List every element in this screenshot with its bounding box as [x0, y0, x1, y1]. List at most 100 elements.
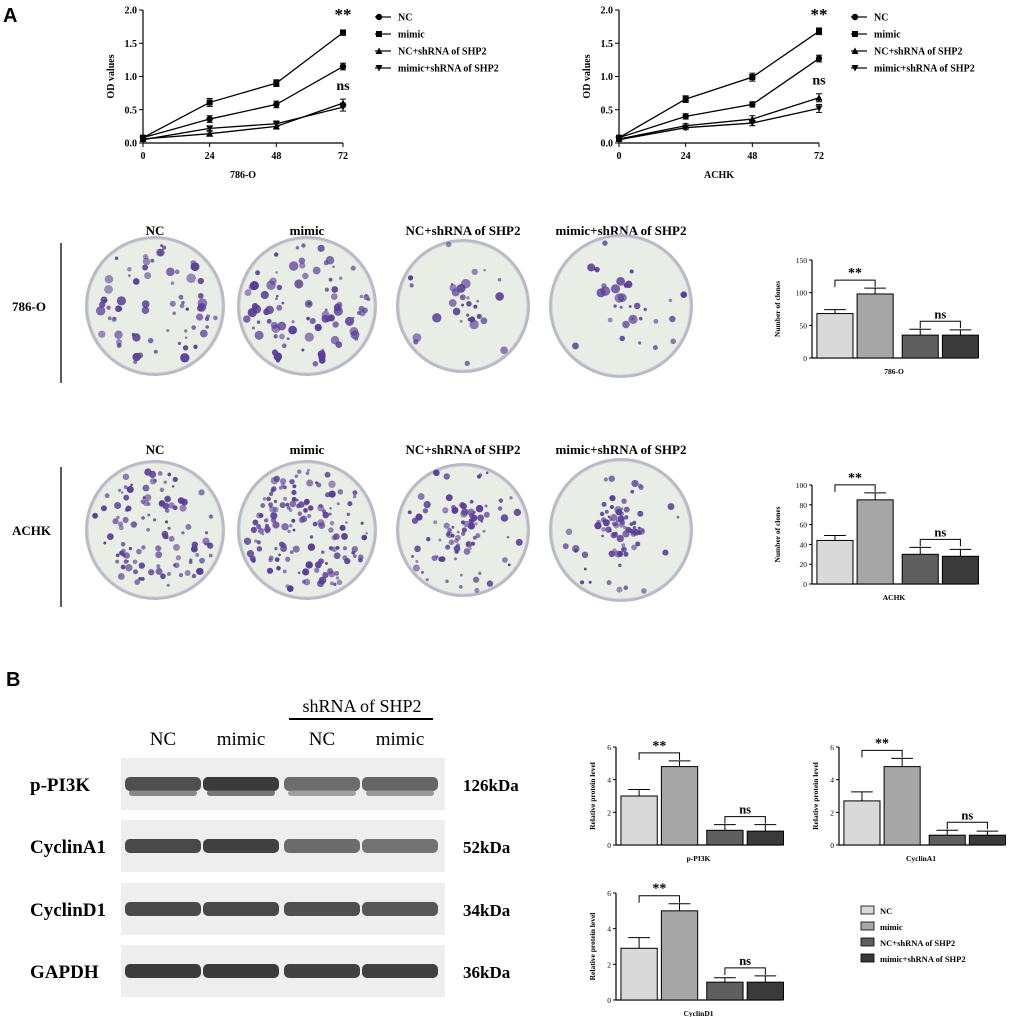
protein-band [125, 839, 201, 853]
colony-dot [141, 516, 145, 520]
y-tick-label: 2.0 [601, 6, 614, 17]
colony-dot [275, 294, 279, 298]
colony-dot [147, 337, 154, 344]
y-tick-label: 6 [830, 743, 834, 752]
legend-marker [376, 31, 382, 37]
colony-dot [163, 480, 167, 484]
colony-dot [618, 563, 622, 568]
colony-dot [179, 504, 187, 512]
colony-dot [623, 551, 629, 557]
colony-dot [197, 293, 204, 299]
colony-dot [616, 586, 623, 593]
colony-dot [141, 545, 146, 550]
colony-dot [352, 494, 357, 499]
line-chart-2: 0.0 0.5 1.0 1.5 2.0 0 24 48 72 ACHK OD values ** ns N… [582, 5, 975, 181]
data-point [340, 29, 346, 36]
colony-dot [588, 580, 592, 584]
colony-dot [321, 314, 330, 323]
bar [941, 334, 979, 359]
colony-dot [451, 525, 455, 529]
colony-dot [342, 546, 347, 551]
series-line [618, 97, 820, 140]
data-point [748, 120, 756, 127]
colony-dot [257, 527, 264, 534]
colony-dot [197, 277, 204, 285]
colony-dot [321, 550, 325, 554]
colony-dot [167, 526, 171, 530]
colony-dot [637, 530, 642, 535]
series-1 [615, 54, 823, 141]
legend-label: mimic [874, 30, 901, 41]
colony-dot [273, 352, 283, 361]
colony-dot [193, 344, 198, 349]
data-point [273, 101, 280, 108]
legend-marker [851, 47, 859, 54]
colony-group-label: NC [146, 442, 165, 457]
legend-marker [851, 13, 859, 21]
data-point [682, 124, 690, 132]
y-tick-label: 0.5 [125, 105, 138, 116]
colony-dot [448, 299, 457, 307]
colony-dot [328, 546, 334, 551]
bar [620, 947, 658, 1001]
series-2 [140, 29, 346, 141]
significance-bracket [919, 538, 961, 547]
colony-dot [461, 531, 466, 536]
colony-dot [448, 539, 455, 546]
colony-dot [172, 311, 176, 315]
bar [816, 539, 854, 585]
colony-dot [273, 252, 279, 257]
colony-dot [359, 310, 366, 317]
colony-dot [148, 569, 155, 576]
colony-dot [294, 474, 299, 478]
y-tick-label: 50 [800, 321, 808, 330]
colony-dot [301, 348, 305, 352]
colony-dot [617, 293, 627, 303]
colony-dot [445, 579, 449, 584]
protein-label: CyclinA1 [30, 837, 106, 858]
bar [901, 334, 939, 359]
colony-dot [461, 527, 467, 533]
colony-dot [134, 579, 141, 585]
colony-dot [128, 274, 131, 277]
colony-dot [500, 514, 509, 522]
colony-dot [152, 518, 157, 522]
colony-dot [111, 316, 117, 322]
colony-dot [190, 260, 197, 266]
colony-dot [615, 519, 620, 523]
colony-dot [633, 302, 641, 310]
colony-dot [415, 560, 419, 564]
colony-dot [263, 518, 268, 523]
colony-dot [466, 296, 470, 300]
colony-dot [251, 326, 255, 330]
colony-dot [213, 315, 218, 321]
culture-plate [549, 458, 693, 602]
colony-dot [467, 508, 475, 516]
colony-dot [601, 501, 607, 507]
colony-dot [122, 473, 130, 481]
colony-dot [345, 521, 348, 524]
legend-label: mimic+shRNA of SHP2 [874, 64, 975, 75]
colony-dot [199, 557, 205, 564]
colony-dot [117, 488, 122, 493]
colony-dot [461, 303, 465, 307]
colony-dot [305, 471, 310, 475]
colony-dot [169, 300, 176, 307]
colony-dot [304, 299, 313, 308]
colony-dot [632, 520, 637, 525]
colony-dot [130, 483, 133, 487]
colony-dot [328, 277, 333, 282]
colony-dot [120, 541, 126, 547]
colony-dot [352, 554, 357, 558]
colony-dot [309, 317, 316, 325]
colony-dot [486, 580, 494, 587]
colony-dot [339, 524, 346, 531]
colony-dot [261, 532, 265, 536]
colony-dot [275, 297, 278, 301]
colony-dot [425, 578, 429, 582]
bar [660, 910, 699, 1001]
colony-dot [280, 483, 285, 488]
colony-dot [653, 318, 659, 324]
colony-dot [608, 475, 615, 482]
colony-dot [509, 496, 513, 500]
